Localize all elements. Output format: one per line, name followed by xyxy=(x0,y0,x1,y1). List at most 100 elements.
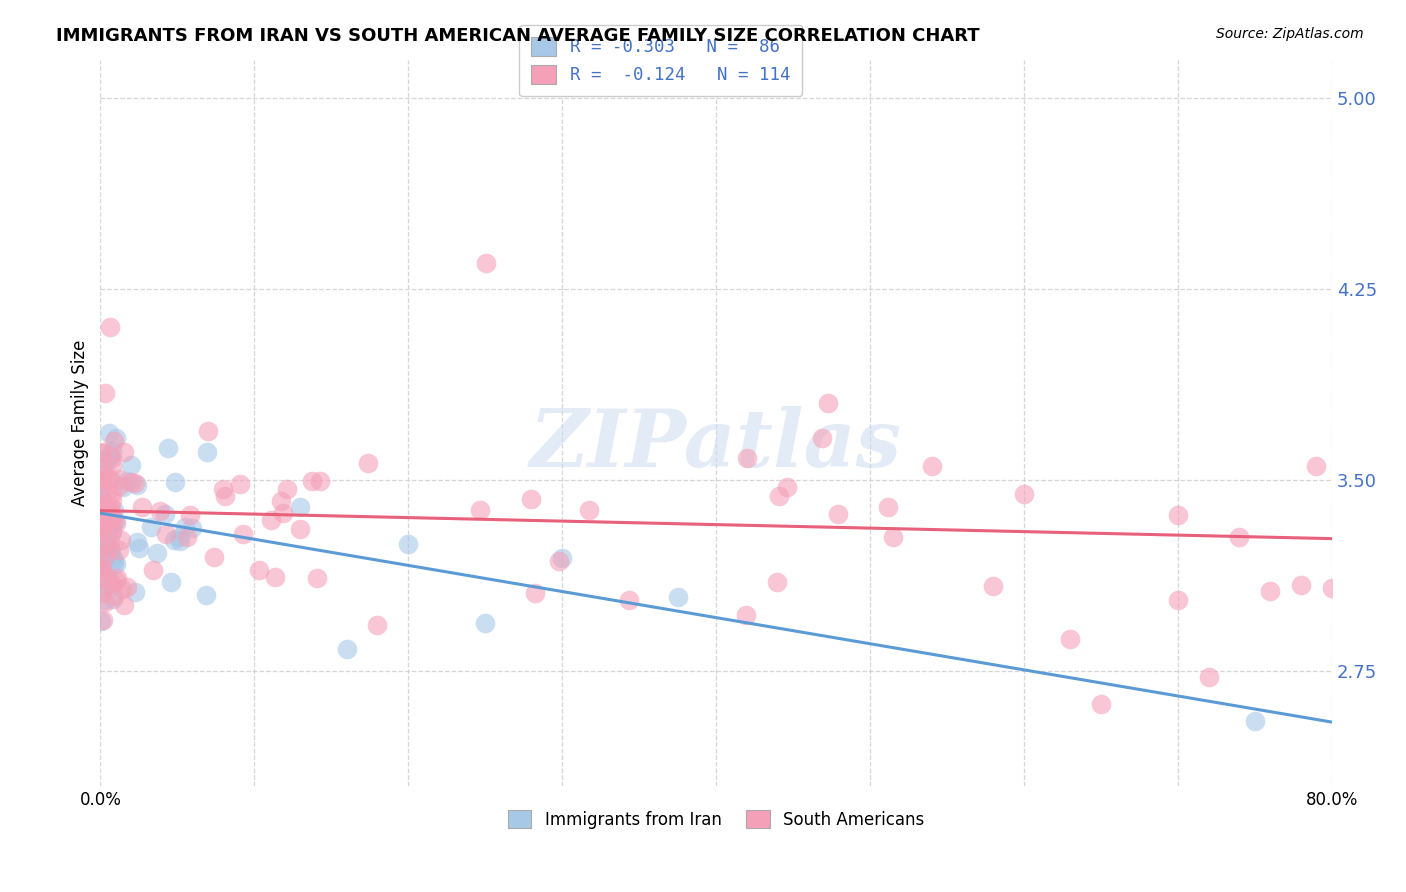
Point xyxy=(120,475,142,489)
Point xyxy=(104,515,127,529)
Point xyxy=(90,561,112,575)
Point xyxy=(1167,508,1189,522)
Point xyxy=(115,474,138,488)
Point xyxy=(101,550,124,565)
Point xyxy=(768,489,790,503)
Point xyxy=(90,537,112,551)
Point xyxy=(98,473,121,487)
Point xyxy=(470,503,492,517)
Point xyxy=(155,527,177,541)
Point xyxy=(90,496,112,510)
Point xyxy=(273,506,295,520)
Point xyxy=(94,538,117,552)
Point xyxy=(93,593,115,607)
Point xyxy=(105,557,128,571)
Point xyxy=(357,456,380,470)
Point xyxy=(90,518,112,533)
Point xyxy=(247,563,270,577)
Point xyxy=(100,444,122,458)
Point xyxy=(366,617,388,632)
Point xyxy=(475,256,498,270)
Point xyxy=(195,444,218,458)
Point xyxy=(174,520,197,534)
Point xyxy=(105,571,128,585)
Point xyxy=(90,548,112,562)
Point xyxy=(98,450,121,464)
Point xyxy=(159,575,181,590)
Point xyxy=(124,584,146,599)
Point xyxy=(260,512,283,526)
Point xyxy=(877,500,900,515)
Point xyxy=(309,474,332,488)
Point xyxy=(89,499,111,513)
Point xyxy=(141,520,163,534)
Point xyxy=(169,533,191,548)
Point xyxy=(90,513,112,527)
Point xyxy=(93,550,115,565)
Point xyxy=(100,576,122,591)
Point xyxy=(91,511,114,525)
Point xyxy=(1258,583,1281,598)
Point xyxy=(108,472,131,486)
Point xyxy=(101,524,124,538)
Point xyxy=(290,522,312,536)
Point xyxy=(98,534,121,549)
Point xyxy=(90,473,112,487)
Point xyxy=(157,441,180,455)
Point xyxy=(90,614,112,628)
Point xyxy=(111,480,134,494)
Point xyxy=(115,580,138,594)
Point xyxy=(548,554,571,568)
Point xyxy=(202,549,225,564)
Point xyxy=(101,486,124,500)
Point xyxy=(1229,530,1251,544)
Point xyxy=(131,500,153,514)
Point xyxy=(98,448,121,462)
Point xyxy=(142,563,165,577)
Point xyxy=(817,396,839,410)
Point xyxy=(94,452,117,467)
Text: Source: ZipAtlas.com: Source: ZipAtlas.com xyxy=(1216,27,1364,41)
Point xyxy=(89,488,111,502)
Point xyxy=(212,482,235,496)
Point xyxy=(100,450,122,465)
Point xyxy=(127,478,149,492)
Point xyxy=(180,521,202,535)
Point xyxy=(103,591,125,606)
Point xyxy=(90,522,112,536)
Point xyxy=(165,475,187,490)
Point xyxy=(89,559,111,574)
Point xyxy=(91,523,114,537)
Text: IMMIGRANTS FROM IRAN VS SOUTH AMERICAN AVERAGE FAMILY SIZE CORRELATION CHART: IMMIGRANTS FROM IRAN VS SOUTH AMERICAN A… xyxy=(56,27,980,45)
Point xyxy=(111,582,134,596)
Point xyxy=(270,493,292,508)
Point xyxy=(232,526,254,541)
Point xyxy=(90,545,112,559)
Point xyxy=(100,544,122,558)
Point xyxy=(765,575,787,590)
Legend: Immigrants from Iran, South Americans: Immigrants from Iran, South Americans xyxy=(501,804,931,836)
Point xyxy=(103,589,125,603)
Point xyxy=(105,574,128,589)
Point xyxy=(98,472,121,486)
Point xyxy=(827,507,849,521)
Point xyxy=(520,491,543,506)
Point xyxy=(97,572,120,586)
Point xyxy=(179,508,201,522)
Point xyxy=(96,503,118,517)
Point xyxy=(94,459,117,474)
Point xyxy=(336,642,359,657)
Point xyxy=(97,577,120,591)
Point xyxy=(112,598,135,612)
Point xyxy=(120,458,142,472)
Point xyxy=(96,500,118,514)
Point xyxy=(90,522,112,536)
Point xyxy=(90,582,112,596)
Point xyxy=(90,545,112,559)
Text: ZIPatlas: ZIPatlas xyxy=(530,406,903,483)
Point xyxy=(101,510,124,524)
Point xyxy=(91,467,114,481)
Point xyxy=(101,459,124,474)
Point xyxy=(91,540,114,554)
Point xyxy=(90,498,112,512)
